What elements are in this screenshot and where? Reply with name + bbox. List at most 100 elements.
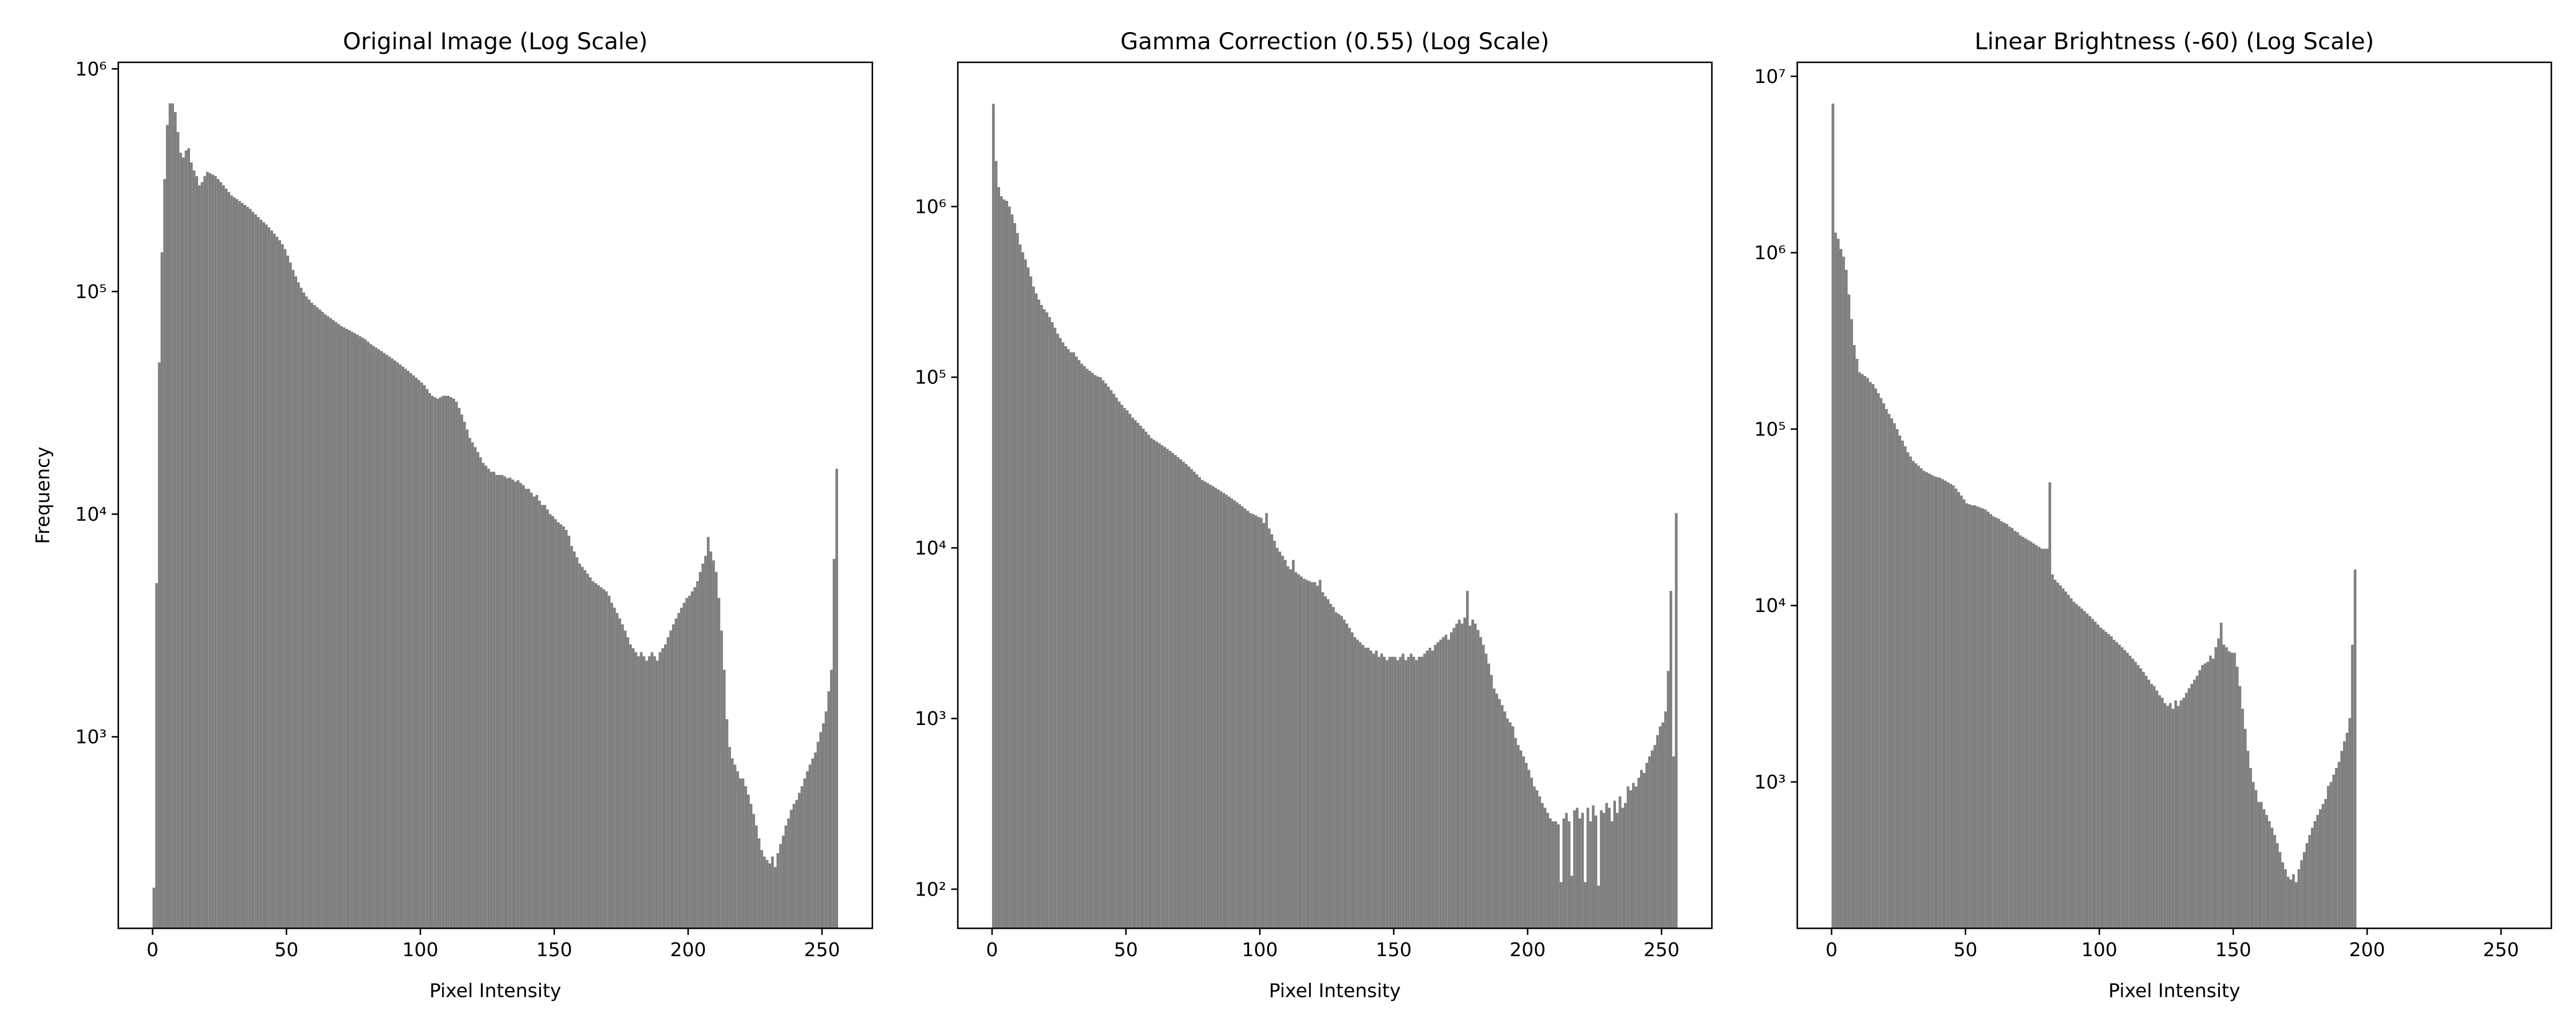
- bar: [259, 220, 263, 929]
- bar: [1640, 770, 1643, 929]
- bar: [535, 494, 539, 929]
- bar: [2048, 482, 2052, 929]
- bar: [2313, 821, 2317, 929]
- bar: [1543, 807, 1547, 929]
- bar: [1935, 477, 1939, 929]
- bar: [1452, 628, 1456, 929]
- bar: [760, 850, 764, 929]
- bar: [1420, 656, 1424, 929]
- bar: [1605, 803, 1608, 929]
- bar: [372, 346, 375, 929]
- bar: [2193, 679, 2196, 929]
- y-tick-label: 10⁵: [75, 280, 106, 303]
- bar: [821, 723, 825, 929]
- bar: [1289, 569, 1292, 929]
- bar: [1123, 408, 1126, 929]
- bar: [390, 358, 394, 929]
- bar: [1618, 796, 1622, 929]
- bar: [1179, 459, 1183, 929]
- x-tick-label: 150: [1376, 938, 1412, 961]
- bar: [256, 217, 260, 929]
- bar: [2270, 827, 2274, 929]
- bar: [267, 227, 271, 929]
- bar: [2072, 601, 2076, 929]
- bar: [1112, 394, 1116, 929]
- bar: [773, 867, 777, 929]
- bar: [1391, 656, 1394, 929]
- bar: [1498, 699, 1501, 929]
- bar: [2318, 809, 2322, 929]
- bar: [1562, 818, 1566, 929]
- bar: [578, 563, 581, 929]
- bar: [1428, 647, 1432, 929]
- bar: [1342, 619, 1346, 929]
- bar: [1206, 483, 1209, 929]
- bar: [1350, 632, 1354, 929]
- bar: [538, 500, 541, 929]
- bar: [2102, 629, 2105, 929]
- bar: [2064, 591, 2068, 929]
- bar: [2348, 718, 2352, 929]
- bar: [559, 524, 563, 929]
- bar: [613, 608, 616, 929]
- bar: [1855, 359, 1859, 929]
- bar: [264, 224, 268, 929]
- bar: [1187, 466, 1191, 929]
- bar: [1225, 494, 1228, 929]
- bar: [2201, 665, 2204, 929]
- bar: [572, 551, 576, 929]
- bar: [2096, 624, 2100, 929]
- bar: [1072, 352, 1076, 929]
- bar: [1010, 214, 1014, 929]
- y-tick-label: 10⁶: [75, 58, 106, 80]
- bar: [2045, 548, 2049, 929]
- x-tick-label: 200: [1510, 938, 1546, 961]
- bar: [246, 207, 249, 929]
- bar: [2206, 661, 2210, 929]
- bar: [2251, 782, 2255, 929]
- bar: [725, 719, 729, 929]
- axes-frame: [117, 61, 874, 929]
- bar: [1144, 431, 1148, 929]
- bar: [1321, 592, 1325, 929]
- bar: [2329, 782, 2333, 929]
- x-tick-label: 0: [986, 938, 998, 961]
- bar: [2281, 862, 2285, 929]
- bar: [1241, 506, 1244, 929]
- bar: [1345, 623, 1349, 929]
- bar: [1549, 818, 1552, 929]
- bar: [1650, 750, 1654, 929]
- bar: [1637, 778, 1641, 929]
- bar: [516, 480, 520, 929]
- bar: [1957, 492, 1961, 929]
- bar: [1909, 456, 1912, 929]
- axes-frame: [957, 61, 1713, 929]
- bar: [2077, 606, 2081, 929]
- bar: [1433, 645, 1437, 929]
- bar: [1324, 596, 1327, 929]
- bar: [1538, 796, 1541, 929]
- bar: [1858, 372, 1862, 929]
- bar: [637, 656, 640, 929]
- bar: [618, 618, 622, 929]
- bar: [481, 462, 485, 929]
- bar: [787, 818, 790, 929]
- bar: [1067, 349, 1070, 929]
- bar: [1257, 517, 1260, 929]
- bar: [666, 637, 670, 929]
- bar: [179, 152, 182, 929]
- bar: [1152, 439, 1156, 929]
- bar: [1139, 425, 1142, 929]
- bar: [548, 514, 552, 929]
- bar: [1050, 322, 1054, 929]
- bar: [771, 856, 774, 929]
- bar: [2147, 679, 2151, 929]
- bar: [1466, 591, 1469, 929]
- bar: [597, 585, 600, 929]
- bar: [621, 624, 624, 929]
- bar: [1871, 384, 1875, 929]
- bar: [1069, 352, 1073, 929]
- bar: [1120, 405, 1124, 929]
- bar: [1674, 513, 1678, 929]
- bar: [2321, 804, 2325, 929]
